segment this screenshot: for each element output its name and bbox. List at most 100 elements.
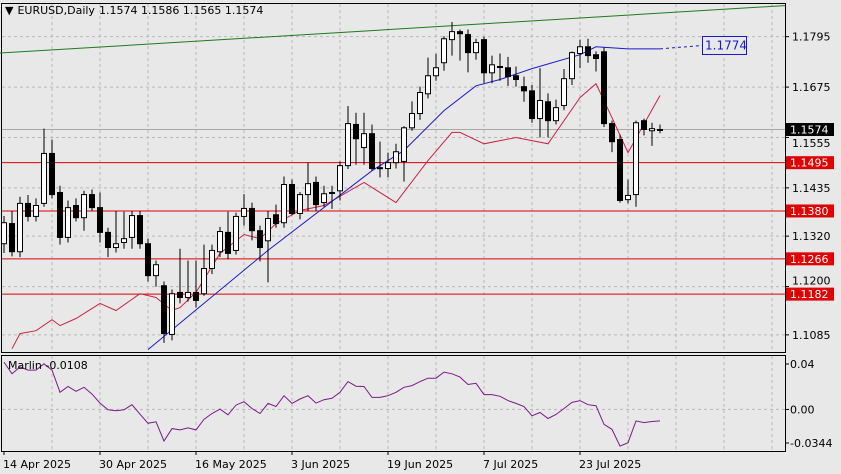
trendline [0, 5, 786, 54]
bullish-candle-body [385, 162, 391, 170]
candle[interactable] [449, 21, 455, 56]
candle[interactable] [9, 210, 15, 257]
candle[interactable] [641, 118, 647, 136]
candle[interactable] [433, 53, 439, 81]
candle[interactable] [657, 124, 663, 134]
candle[interactable] [297, 192, 303, 220]
candle[interactable] [441, 36, 447, 71]
candle[interactable] [385, 152, 391, 178]
candle[interactable] [497, 53, 503, 81]
candle[interactable] [457, 29, 463, 61]
candle[interactable] [185, 260, 191, 302]
candle[interactable] [513, 66, 519, 87]
candle[interactable] [313, 176, 319, 211]
candle[interactable] [609, 120, 615, 153]
candle[interactable] [625, 179, 631, 204]
candle[interactable] [329, 185, 335, 209]
candle[interactable] [97, 192, 103, 243]
candle[interactable] [601, 47, 607, 127]
candle[interactable] [529, 84, 535, 123]
candle[interactable] [553, 99, 559, 125]
candle[interactable] [273, 204, 279, 228]
candle[interactable] [321, 185, 327, 207]
candle[interactable] [569, 51, 575, 85]
candle[interactable] [473, 38, 479, 60]
candle[interactable] [41, 128, 47, 207]
candle[interactable] [225, 211, 231, 260]
candle[interactable] [377, 141, 383, 178]
candle[interactable] [65, 200, 71, 243]
indicator-panel [1, 355, 786, 452]
candle[interactable] [249, 202, 255, 241]
candle[interactable] [633, 120, 639, 207]
candle[interactable] [465, 29, 471, 73]
candle[interactable] [345, 105, 351, 169]
candle[interactable] [281, 176, 287, 228]
candle[interactable] [145, 238, 151, 282]
candle[interactable] [425, 57, 431, 99]
candle[interactable] [57, 185, 63, 245]
candle[interactable] [489, 55, 495, 84]
candle[interactable] [177, 248, 183, 304]
candle[interactable] [585, 38, 591, 63]
candle[interactable] [337, 161, 343, 201]
candle[interactable] [241, 194, 247, 226]
candle[interactable] [545, 93, 551, 138]
candle[interactable] [617, 134, 623, 203]
level-price-label: 1.1380 [790, 205, 829, 218]
candle[interactable] [257, 225, 263, 262]
candle[interactable] [201, 244, 207, 296]
candle[interactable] [137, 210, 143, 249]
candle[interactable] [73, 198, 79, 222]
candle[interactable] [169, 289, 175, 341]
candle[interactable] [121, 211, 127, 249]
candle[interactable] [265, 210, 271, 283]
candle[interactable] [1, 216, 7, 253]
candle[interactable] [561, 69, 567, 111]
candle[interactable] [233, 212, 239, 255]
chart-header: ▼ EURUSD,Daily 1.1574 1.1586 1.1565 1.1574 [5, 4, 267, 17]
x-tick-label: 16 May 2025 [195, 458, 267, 471]
candle[interactable] [25, 195, 31, 222]
candle[interactable] [649, 122, 655, 146]
bullish-candle-body [345, 123, 351, 167]
candle[interactable] [209, 244, 215, 274]
candle[interactable] [81, 190, 87, 231]
bullish-candle-body [209, 249, 215, 270]
candle[interactable] [305, 162, 311, 211]
candle[interactable] [161, 281, 167, 343]
candle[interactable] [289, 179, 295, 216]
candle[interactable] [505, 56, 511, 86]
x-tick-label: 14 Apr 2025 [3, 458, 71, 471]
bearish-candle-body [505, 67, 511, 78]
candle[interactable] [361, 112, 367, 165]
candle[interactable] [401, 126, 407, 182]
candle[interactable] [369, 124, 375, 171]
bearish-candle-body [57, 191, 63, 238]
bearish-candle-body [249, 207, 255, 232]
candle[interactable] [537, 68, 543, 138]
candle[interactable] [113, 210, 119, 253]
candle[interactable] [33, 198, 39, 222]
triangle-down-icon[interactable]: ▼ [5, 4, 14, 17]
candle[interactable] [129, 210, 135, 249]
candle[interactable] [105, 227, 111, 258]
candle[interactable] [577, 39, 583, 69]
candle[interactable] [89, 189, 95, 211]
bearish-candle-body [609, 123, 615, 143]
bearish-candle-body [289, 184, 295, 214]
candle[interactable] [409, 101, 415, 131]
candle[interactable] [49, 139, 55, 199]
candle[interactable] [417, 86, 423, 120]
candle[interactable] [593, 51, 599, 72]
candle[interactable] [17, 196, 23, 258]
candle[interactable] [521, 76, 527, 102]
candle[interactable] [153, 260, 159, 287]
candle[interactable] [217, 226, 223, 258]
candle[interactable] [353, 112, 359, 165]
candle[interactable] [193, 260, 199, 308]
candle[interactable] [393, 143, 399, 169]
candle[interactable] [481, 36, 487, 83]
bearish-candle-body [481, 39, 487, 74]
